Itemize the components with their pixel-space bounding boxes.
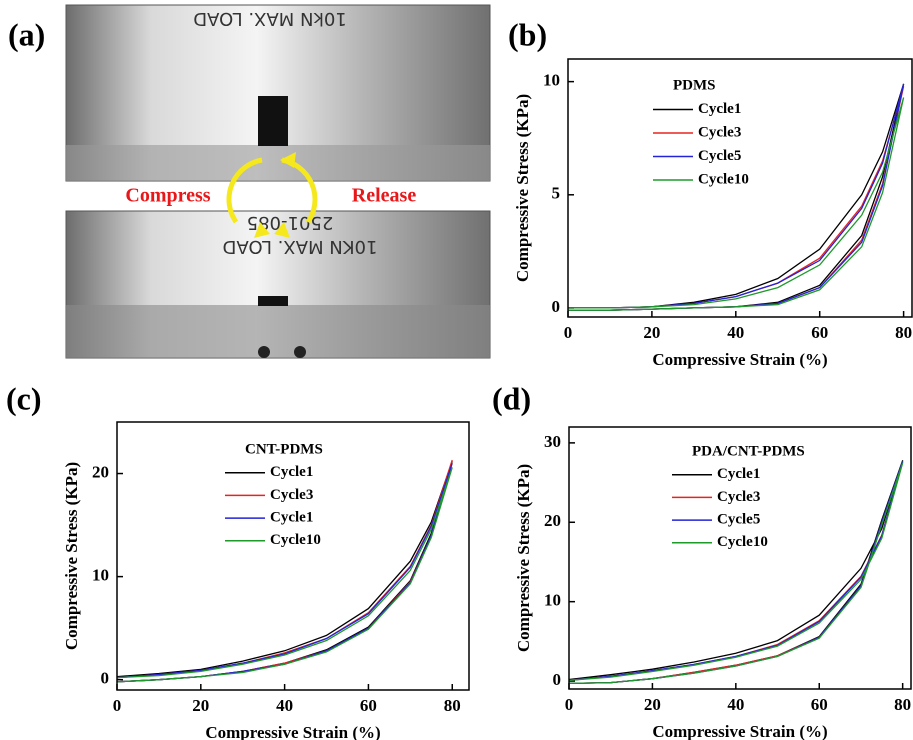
data-line [116, 467, 453, 683]
legend-label: Cycle5 [717, 512, 760, 528]
x-axis-label: Compressive Strain (%) [652, 722, 827, 740]
y-tick-label: 10 [92, 566, 109, 585]
x-tick-label: 40 [276, 696, 293, 715]
engraving: 10kN MAX. LOAD [193, 8, 347, 29]
x-tick-label: 60 [811, 323, 828, 342]
data-line [568, 97, 905, 311]
x-tick-label: 40 [727, 695, 744, 714]
x-tick-label: 80 [894, 695, 911, 714]
x-tick-label: 20 [643, 323, 660, 342]
chart: (d) 0 20 40 60 80 0 10 20 30 Compressive Strain (%… [492, 380, 912, 740]
x-tick-label: 40 [727, 323, 744, 342]
engraving: 10KN MAX. LOAD [223, 236, 378, 257]
panel-label: (b) [508, 16, 547, 52]
y-tick-label: 20 [92, 462, 109, 481]
x-axis-label: Compressive Strain (%) [652, 350, 827, 369]
y-axis-label: Compressive Stress (KPa) [513, 94, 532, 282]
legend-label: Cycle3 [270, 487, 313, 503]
hole [258, 346, 270, 358]
arrow-head [274, 222, 290, 238]
arrow [226, 157, 263, 224]
x-tick-label: 0 [564, 323, 573, 342]
x-tick-label: 60 [811, 695, 828, 714]
legend-label: Cycle10 [717, 534, 768, 550]
y-tick-label: 10 [544, 591, 561, 610]
data-line [568, 462, 904, 685]
y-tick-label: 0 [552, 297, 561, 316]
legend-label: Cycle3 [717, 489, 760, 505]
legend-label: Cycle1 [717, 466, 760, 482]
hole [294, 346, 306, 358]
y-axis-label: Compressive Stress (KPa) [514, 464, 533, 652]
x-tick-label: 0 [565, 695, 574, 714]
release-label: Release [352, 185, 417, 207]
x-tick-label: 80 [444, 696, 461, 715]
panel-label: (a) [8, 16, 45, 52]
x-tick-label: 80 [895, 323, 912, 342]
legend-label: Cycle5 [698, 148, 741, 164]
x-tick-label: 20 [644, 695, 661, 714]
specimen-lower [258, 296, 288, 306]
legend-title: CNT-PDMS [245, 441, 323, 457]
legend-label: Cycle10 [270, 532, 321, 548]
specimen [258, 96, 288, 146]
data-line [568, 83, 905, 311]
legend-label: Cycle10 [698, 171, 749, 187]
legend-title: PDMS [673, 77, 716, 93]
y-tick-label: 10 [543, 71, 560, 90]
legend-label: Cycle1 [270, 510, 313, 526]
legend-title: PDA/CNT-PDMS [692, 443, 805, 459]
data-line [568, 86, 905, 311]
x-axis-label: Compressive Strain (%) [205, 723, 380, 740]
arrow-head [254, 222, 270, 238]
chart: (c) 0 20 40 60 80 0 10 20 Compressive Strain (%) C… [6, 380, 470, 740]
legend-label: Cycle3 [698, 124, 741, 140]
y-axis-label: Compressive Stress (KPa) [62, 462, 81, 650]
legend-label: Cycle1 [698, 101, 741, 117]
y-tick-label: 5 [552, 184, 561, 203]
y-tick-label: 30 [544, 432, 561, 451]
compress-label: Compress [125, 185, 210, 207]
x-tick-label: 60 [360, 696, 377, 715]
data-line [568, 83, 905, 311]
plot-frame [568, 426, 912, 690]
lower-platen-edge [66, 305, 490, 358]
panel-label: (d) [492, 380, 531, 416]
y-tick-label: 0 [553, 670, 562, 689]
y-tick-label: 20 [544, 511, 561, 530]
x-tick-label: 0 [113, 696, 122, 715]
upper-platen-edge [66, 145, 490, 181]
y-tick-label: 0 [101, 669, 110, 688]
data-line [116, 462, 453, 683]
plot-frame [116, 421, 470, 691]
plot-frame [567, 58, 913, 318]
photo-panel: 10kN MAX. LOAD 2501-085 10KN MAX. LOAD C… [8, 4, 491, 359]
panel-label: (c) [6, 380, 42, 416]
arrow-head [280, 152, 296, 168]
legend-label: Cycle1 [270, 464, 313, 480]
chart: (b) 0 20 40 60 80 0 5 10 Compressive Strain (%) Co… [508, 16, 913, 369]
x-tick-label: 20 [192, 696, 209, 715]
